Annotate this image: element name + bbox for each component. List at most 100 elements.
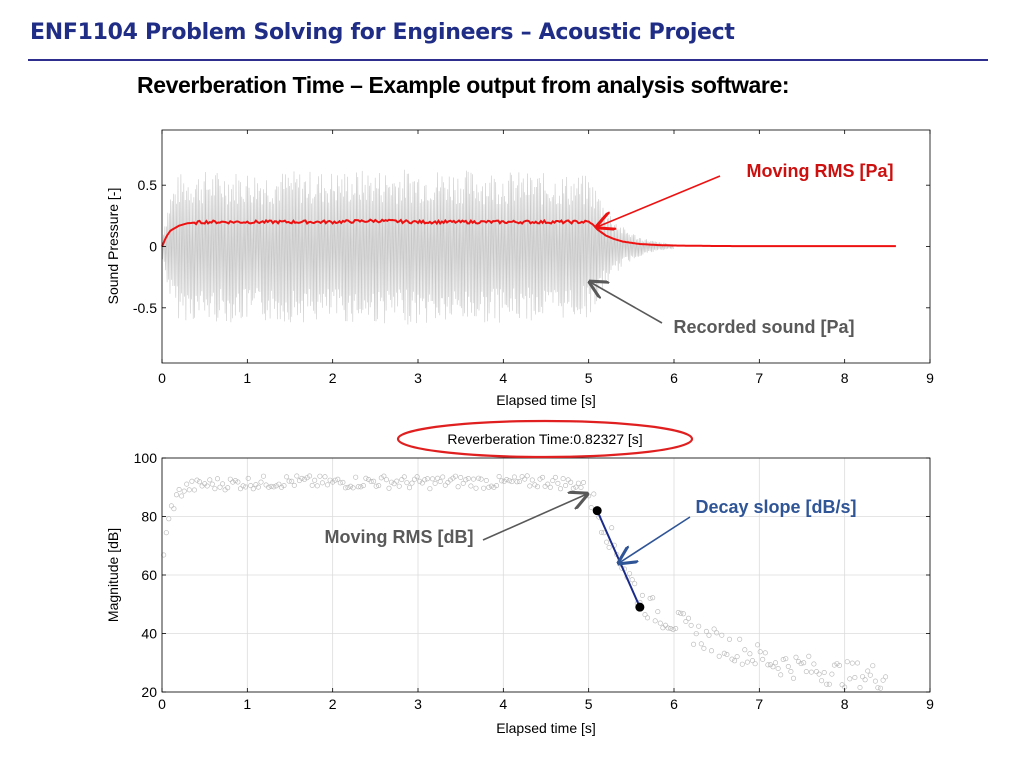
magnitude-point <box>724 651 730 657</box>
magnitude-point <box>506 478 512 484</box>
magnitude-point <box>516 479 522 485</box>
top-y-tick-label: 0.5 <box>138 177 158 193</box>
magnitude-point <box>348 483 354 489</box>
magnitude-point <box>650 595 656 601</box>
magnitude-point <box>376 483 382 489</box>
magnitude-point <box>534 484 540 490</box>
magnitude-point <box>271 484 277 490</box>
slide-heading: Reverberation Time – Example output from… <box>137 72 790 98</box>
magnitude-point <box>468 483 474 489</box>
magnitude-point <box>378 475 384 481</box>
magnitude-point <box>176 486 182 492</box>
magnitude-point <box>772 660 778 666</box>
magnitude-point <box>747 651 753 657</box>
bottom-y-tick-label: 80 <box>141 509 157 525</box>
magnitude-point <box>819 678 825 684</box>
magnitude-point <box>524 473 530 479</box>
magnitude-point <box>591 491 597 497</box>
magnitude-point <box>752 661 758 667</box>
magnitude-point <box>161 552 167 558</box>
magnitude-point <box>834 661 840 667</box>
top-x-tick-label: 2 <box>329 370 337 386</box>
magnitude-point <box>839 682 845 688</box>
magnitude-point <box>427 486 433 492</box>
reverberation-time-highlight <box>396 419 694 459</box>
magnitude-point <box>657 620 663 626</box>
magnitude-point <box>248 483 254 489</box>
magnitude-point <box>278 484 284 490</box>
magnitude-point <box>458 474 464 480</box>
magnitude-point <box>360 483 366 489</box>
top-raw-signal <box>161 169 674 325</box>
magnitude-point <box>668 625 674 631</box>
magnitude-point <box>552 474 558 480</box>
magnitude-point <box>373 483 379 489</box>
top-x-tick-label: 8 <box>841 370 849 386</box>
magnitude-point <box>557 486 563 492</box>
magnitude-point <box>565 477 571 483</box>
magnitude-point <box>181 488 187 494</box>
magnitude-point <box>598 529 604 535</box>
magnitude-point <box>555 480 561 486</box>
magnitude-point <box>253 482 259 488</box>
magnitude-point <box>685 615 691 621</box>
bottom-x-tick-label: 5 <box>585 696 593 712</box>
magnitude-point <box>424 476 430 482</box>
magnitude-point <box>368 478 374 484</box>
magnitude-point <box>831 662 837 668</box>
magnitude-point <box>788 668 794 674</box>
magnitude-point <box>186 487 192 493</box>
magnitude-point <box>575 480 581 486</box>
top-x-ticks: 0 1 2 3 4 5 6 7 8 9 <box>158 130 934 386</box>
magnitude-point <box>491 484 497 490</box>
slide-title: ENF1104 Problem Solving for Engineers – … <box>30 20 735 45</box>
magnitude-point <box>550 478 556 484</box>
magnitude-point <box>573 484 579 490</box>
magnitude-point <box>749 658 755 664</box>
magnitude-point <box>166 516 172 522</box>
magnitude-point <box>642 612 648 618</box>
magnitude-point <box>276 481 282 487</box>
magnitude-point <box>693 631 699 637</box>
magnitude-point <box>742 647 748 653</box>
magnitude-point <box>783 656 789 662</box>
magnitude-point <box>301 476 307 482</box>
magnitude-point <box>215 476 221 482</box>
top-y-tick-label: 0 <box>149 239 157 255</box>
arrow-moving-rms-db <box>482 494 587 541</box>
magnitude-point <box>235 479 241 485</box>
magnitude-point <box>232 478 238 484</box>
magnitude-point <box>230 479 236 485</box>
magnitude-point <box>399 477 405 483</box>
magnitude-point <box>678 610 684 616</box>
magnitude-point <box>821 669 827 675</box>
bottom-x-tick-label: 8 <box>841 696 849 712</box>
magnitude-point <box>394 478 400 484</box>
magnitude-point <box>606 544 612 550</box>
magnitude-point <box>304 475 310 481</box>
magnitude-point <box>291 482 297 488</box>
top-plot: 0 1 2 3 4 5 6 7 8 9 -0.5 0 0.5 Elapsed time [s] Sou… <box>105 129 934 408</box>
magnitude-point <box>790 675 796 681</box>
bottom-y-ticks: 20 40 60 80 100 <box>134 450 930 700</box>
magnitude-point <box>811 661 817 667</box>
magnitude-point <box>476 475 482 481</box>
magnitude-point <box>225 485 231 491</box>
magnitude-point <box>191 487 197 493</box>
magnitude-point <box>852 674 858 680</box>
magnitude-point <box>417 478 423 484</box>
magnitude-point <box>627 571 633 577</box>
arrow-moving-rms-pa <box>597 175 721 227</box>
bottom-x-tick-label: 1 <box>243 696 251 712</box>
magnitude-point <box>227 476 233 482</box>
magnitude-point <box>184 481 190 487</box>
magnitude-point <box>785 663 791 669</box>
magnitude-point <box>560 476 566 482</box>
magnitude-point <box>880 677 886 683</box>
magnitude-point <box>401 474 407 480</box>
magnitude-point <box>739 661 745 667</box>
magnitude-point <box>388 479 394 485</box>
magnitude-point <box>286 478 292 484</box>
magnitude-point <box>737 636 743 642</box>
